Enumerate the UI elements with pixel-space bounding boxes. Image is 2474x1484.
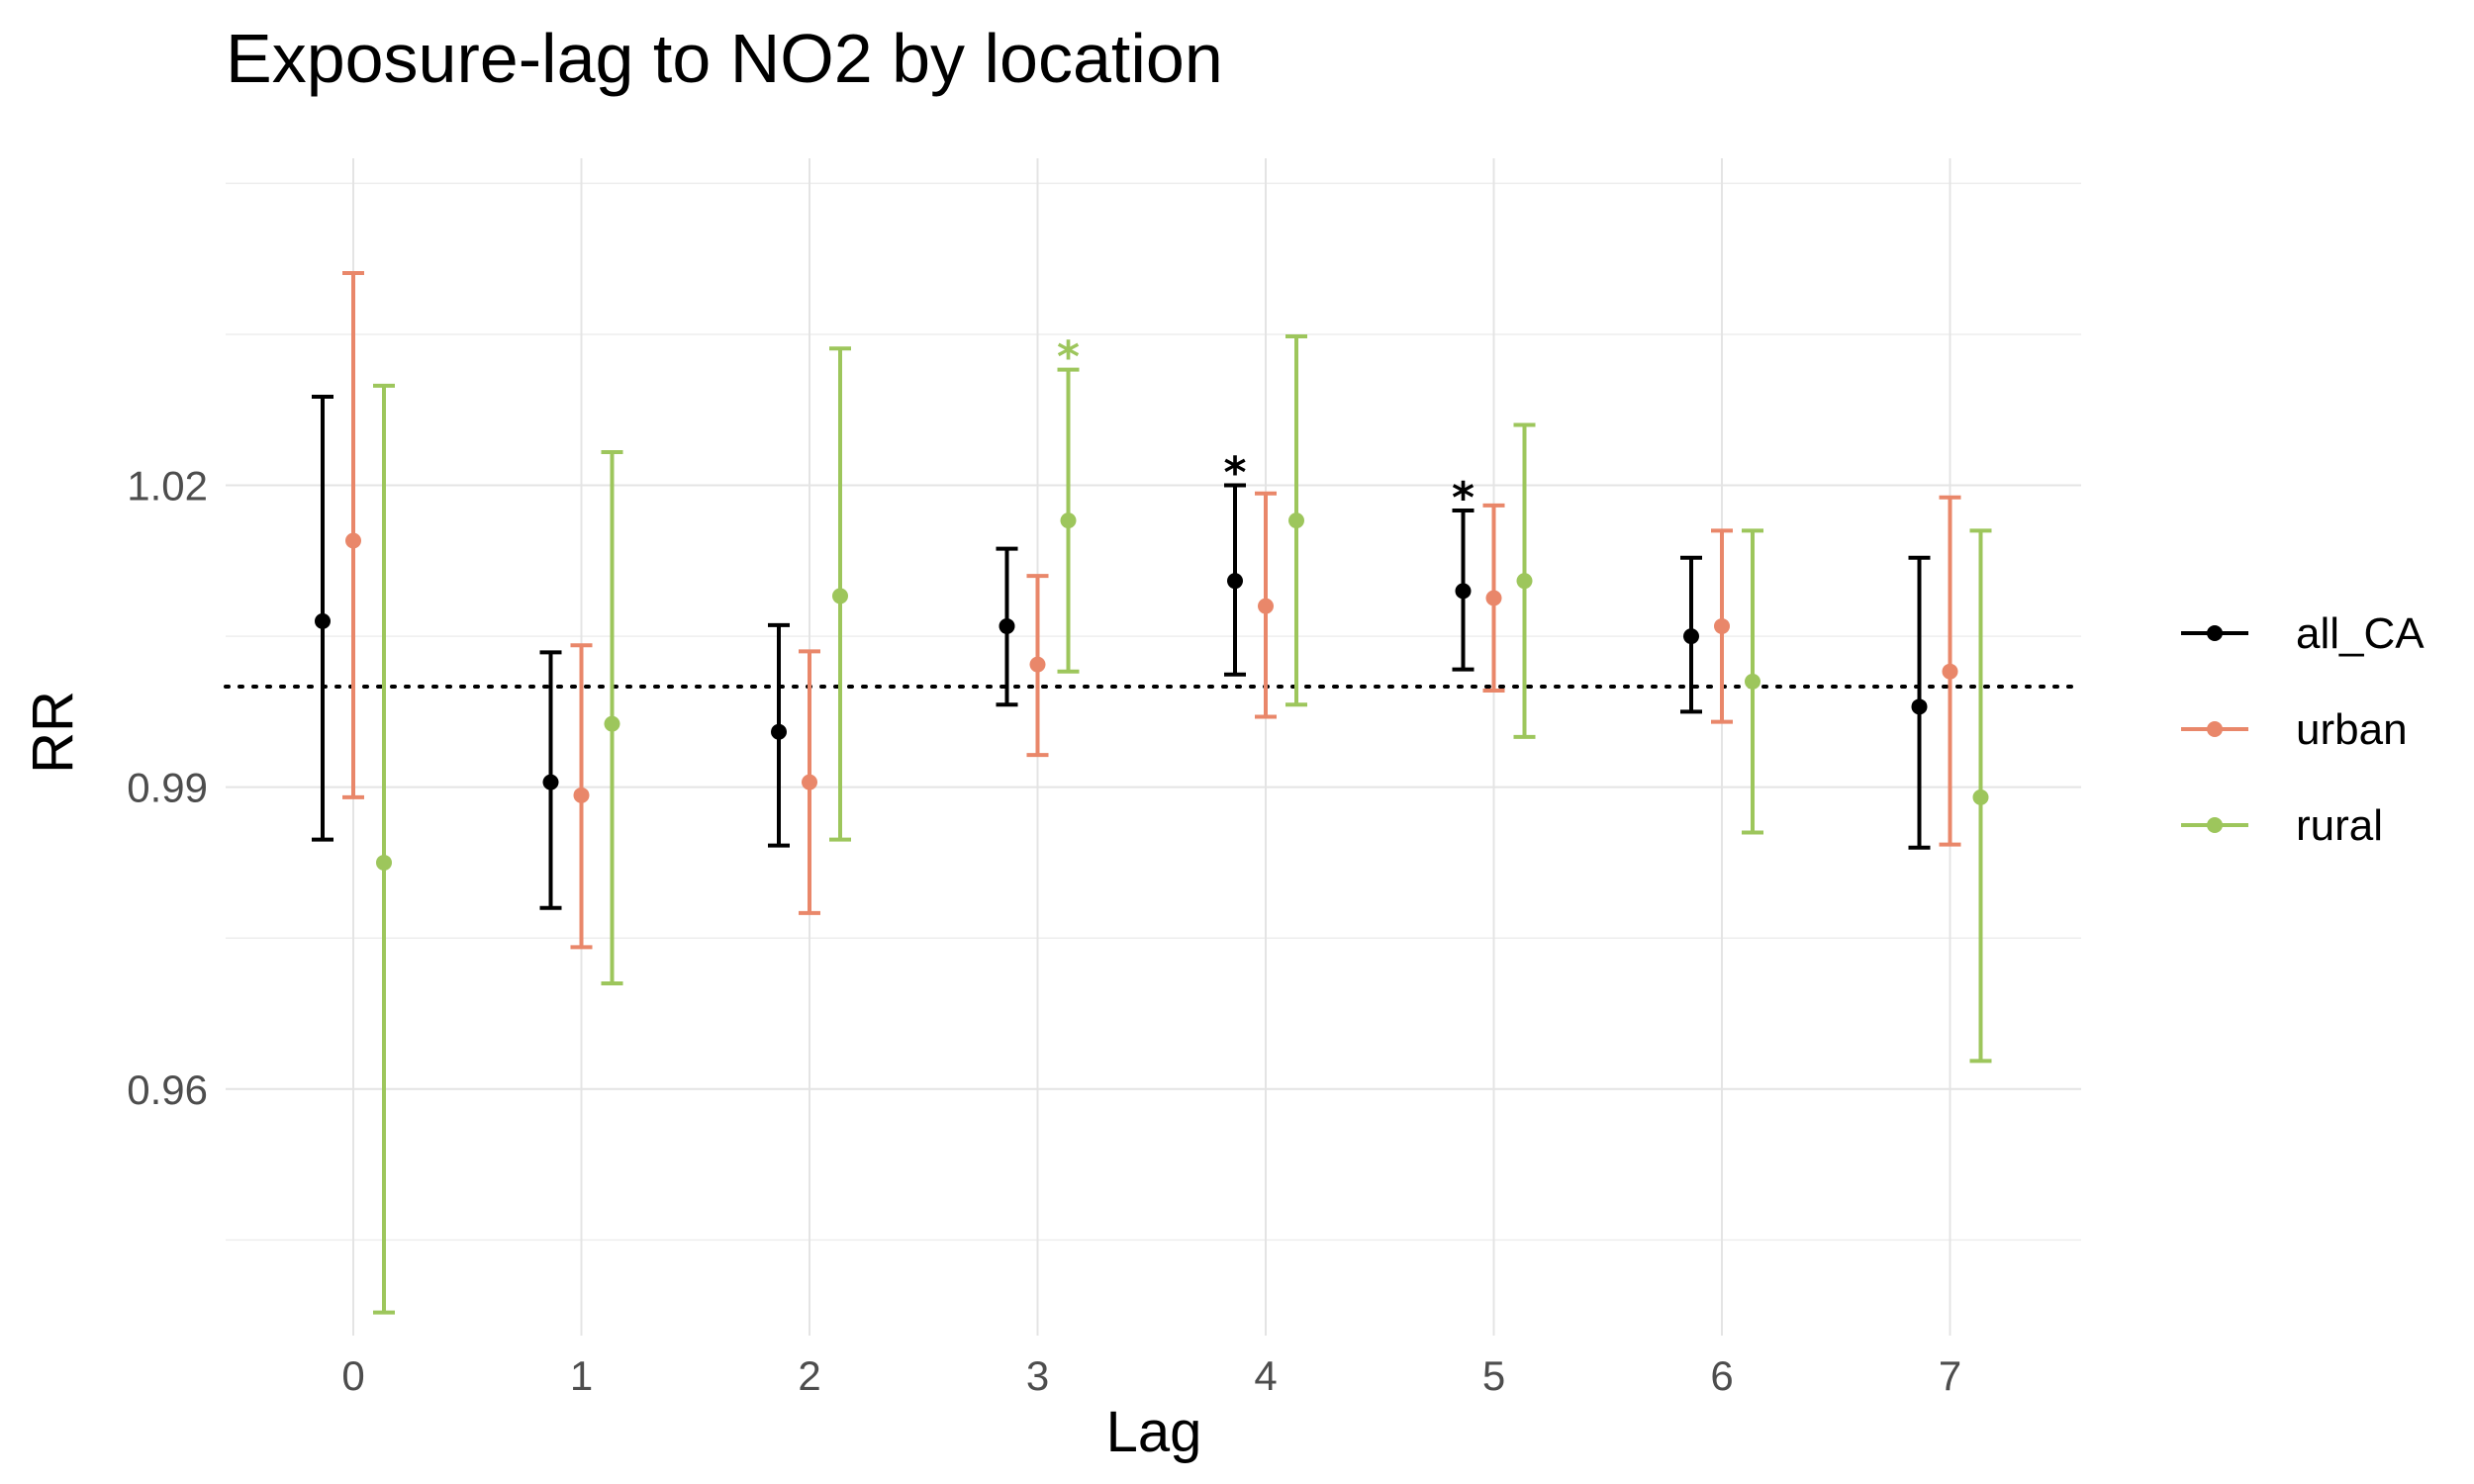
x-tick-label: 1 [570, 1352, 593, 1399]
grid [226, 158, 2081, 1336]
y-axis-ticks: 0.96 0.99 1.02 [127, 463, 208, 1113]
point-estimate [1060, 512, 1077, 529]
point-estimate [832, 588, 848, 604]
x-tick-label: 7 [1939, 1352, 1961, 1399]
series-urban [342, 270, 1961, 950]
point-estimate [1258, 598, 1274, 614]
x-tick-label: 2 [798, 1352, 820, 1399]
legend-label: rural [2296, 801, 2383, 850]
point-estimate [1029, 656, 1046, 673]
point-estimate [1911, 698, 1928, 715]
point-estimate [1288, 512, 1304, 529]
point-estimate [999, 617, 1015, 634]
significance-marker: * [1452, 473, 1475, 523]
point-estimate [542, 774, 559, 790]
y-tick-label: 0.99 [127, 765, 208, 811]
legend-item-rural: rural [2181, 801, 2383, 850]
x-tick-label: 5 [1482, 1352, 1505, 1399]
x-tick-label: 3 [1026, 1352, 1049, 1399]
point-estimate [573, 787, 590, 803]
y-axis-title: RR [21, 691, 85, 774]
point-estimate [1972, 788, 1989, 805]
point-estimate [604, 715, 620, 732]
legend-label: all_CA [2296, 609, 2425, 658]
x-tick-label: 6 [1710, 1352, 1733, 1399]
series-rural: * [373, 332, 1992, 1315]
legend-key-point [2207, 625, 2223, 641]
legend-key-point [2207, 721, 2223, 737]
legend-label: urban [2296, 705, 2408, 754]
point-estimate [1683, 628, 1699, 645]
point-estimate [802, 774, 817, 790]
x-axis-title: Lag [1106, 1400, 1202, 1464]
point-estimate [1485, 590, 1502, 606]
x-tick-label: 4 [1254, 1352, 1277, 1399]
y-tick-label: 0.96 [127, 1067, 208, 1113]
x-tick-label: 0 [341, 1352, 364, 1399]
point-estimate [376, 854, 392, 871]
point-estimate [1455, 583, 1472, 600]
point-estimate [345, 532, 361, 549]
y-tick-label: 1.02 [127, 463, 208, 510]
legend-key-point [2207, 817, 2223, 833]
series-layer: * ** [312, 270, 1992, 1315]
chart-title: Exposure-lag to NO2 by location [226, 20, 1223, 97]
significance-marker: * [1223, 448, 1246, 499]
series-all_CA: * * [312, 395, 1931, 910]
point-estimate [1942, 663, 1958, 680]
legend-item-urban: urban [2181, 705, 2408, 754]
significance-marker: * [1057, 332, 1080, 383]
legend-item-all_CA: all_CA [2181, 609, 2425, 658]
point-estimate [1227, 573, 1243, 590]
point-estimate [315, 612, 331, 629]
point-estimate [1714, 617, 1730, 634]
point-estimate [1516, 573, 1533, 590]
point-estimate [771, 723, 787, 740]
x-axis-ticks: 0 1 2 3 4 5 6 7 [341, 1352, 1961, 1399]
point-estimate [1745, 673, 1760, 690]
